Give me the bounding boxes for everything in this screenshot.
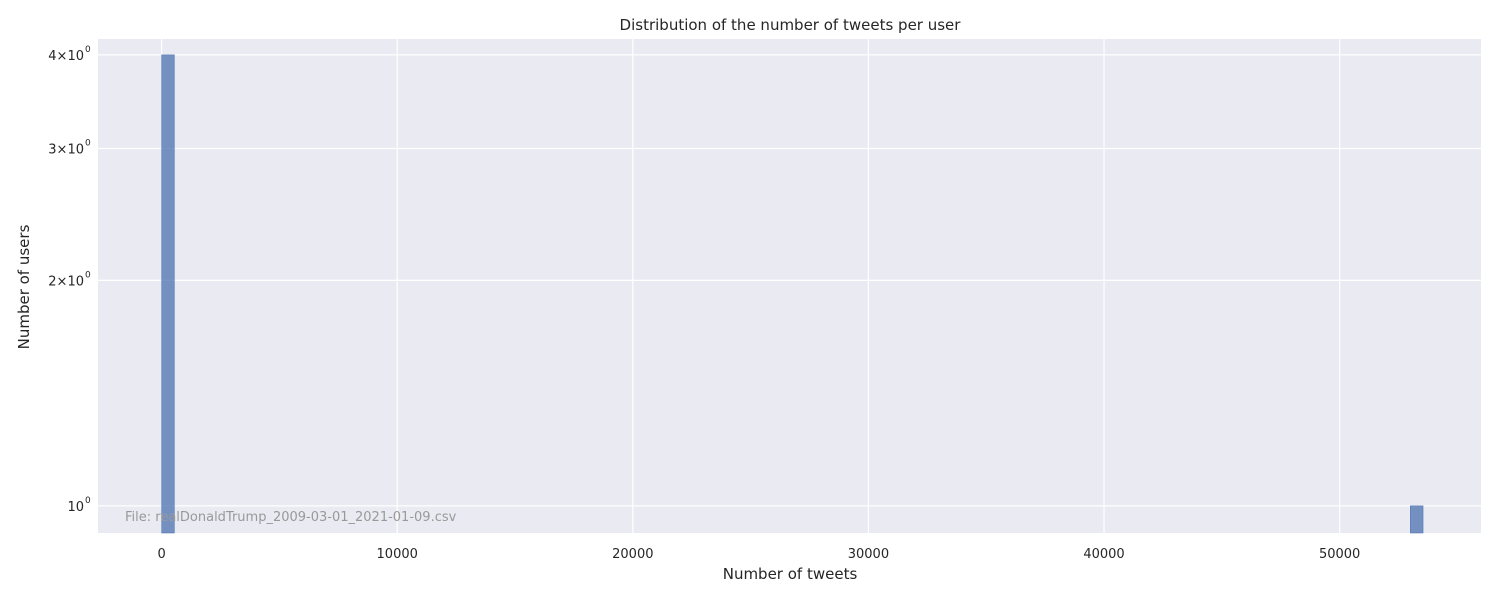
- x-tick-label: 50000: [1319, 547, 1360, 562]
- plot-area: [98, 39, 1481, 533]
- svg-text:4×10: 4×10: [48, 49, 84, 64]
- x-tick-label: 40000: [1083, 547, 1124, 562]
- x-tick-label: 30000: [848, 547, 889, 562]
- x-tick-label: 10000: [377, 547, 418, 562]
- histogram-bar: [1410, 505, 1424, 534]
- svg-text:2×10: 2×10: [48, 274, 84, 289]
- y-tick-label: 10 0: [67, 496, 91, 515]
- svg-text:3×10: 3×10: [48, 142, 84, 157]
- y-gridlines: [98, 54, 1481, 507]
- svg-text:10: 10: [67, 500, 84, 515]
- y-tick-labels: 10 02×10 03×10 04×10 0: [48, 45, 91, 515]
- x-tick-labels: 0 10000 20000 30000 40000 50000: [157, 547, 1360, 562]
- svg-text:0: 0: [85, 270, 91, 280]
- histogram-bars: [161, 54, 1424, 534]
- svg-text:0: 0: [85, 45, 91, 55]
- y-tick-label: 4×10 0: [48, 45, 91, 64]
- svg-text:0: 0: [85, 138, 91, 148]
- x-tick-label: 0: [157, 547, 165, 562]
- histogram-bar: [161, 54, 175, 534]
- x-tick-label: 20000: [612, 547, 653, 562]
- y-tick-label: 2×10 0: [48, 270, 91, 289]
- chart-title: Distribution of the number of tweets per…: [620, 16, 962, 34]
- y-axis-label: Number of users: [15, 224, 33, 349]
- x-axis-label: Number of tweets: [723, 565, 858, 583]
- file-annotation: File: realDonaldTrump_2009-03-01_2021-01…: [125, 510, 457, 525]
- svg-text:0: 0: [85, 496, 91, 506]
- y-tick-label: 3×10 0: [48, 138, 91, 157]
